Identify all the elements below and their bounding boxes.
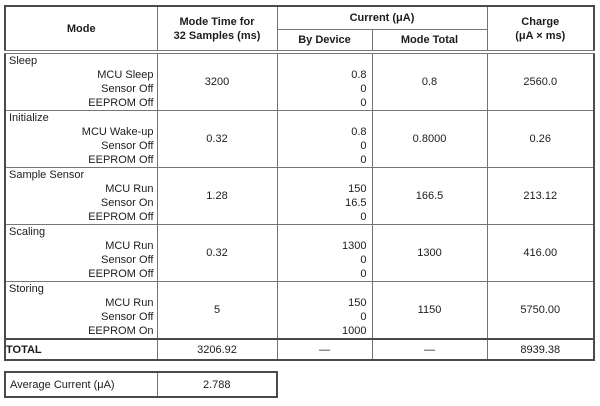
by-device-value: 0.8 xyxy=(351,126,367,138)
by-device-value: 0 xyxy=(360,211,367,223)
table-row-storing: Storing MCU Run Sensor Off EEPROM On 5 1… xyxy=(4,281,595,340)
charge-header-line2: (μA × ms) xyxy=(515,29,566,42)
by-device-value: 150 xyxy=(348,183,367,195)
mode-group-label: Initialize xyxy=(9,112,49,124)
mode-cell: Sleep MCU Sleep Sensor Off EEPROM Off xyxy=(4,51,158,111)
mode-time-header-line1: Mode Time for xyxy=(179,15,255,28)
by-device-value: 0 xyxy=(360,97,367,109)
by-device-cell: 0.8 0 0 xyxy=(276,110,373,168)
column-header-charge: Charge (μA × ms) xyxy=(486,5,595,54)
mode-group-label: Storing xyxy=(9,283,44,295)
header-row-2: By Device Mode Total xyxy=(5,28,594,54)
mode-total-value: 166.5 xyxy=(371,167,488,225)
total-charge: 8939.38 xyxy=(486,338,595,361)
by-device-value: 0 xyxy=(360,311,367,323)
device-state: Sensor Off xyxy=(101,140,154,152)
column-header-mode-time: Mode Time for 32 Samples (ms) xyxy=(156,5,278,54)
device-state: MCU Sleep xyxy=(97,69,154,81)
mode-group-label: Scaling xyxy=(9,226,46,238)
table-row-sample-sensor: Sample Sensor MCU Run Sensor On EEPROM O… xyxy=(4,167,595,225)
table-row-sleep: Sleep MCU Sleep Sensor Off EEPROM Off 32… xyxy=(4,51,595,111)
by-device-cell: 0.8 0 0 xyxy=(276,51,373,111)
mode-time-value: 0.32 xyxy=(156,110,278,168)
by-device-value: 0 xyxy=(360,254,367,266)
mode-cell: Scaling MCU Run Sensor Off EEPROM Off xyxy=(4,224,158,282)
column-header-current: Current (μA) xyxy=(276,5,488,30)
mode-time-value: 1.28 xyxy=(156,167,278,225)
device-state: MCU Run xyxy=(105,297,154,309)
mode-group-label: Sample Sensor xyxy=(9,169,85,181)
by-device-value: 0 xyxy=(360,268,367,280)
column-header-by-device: By Device xyxy=(276,28,373,54)
by-device-value: 0 xyxy=(360,154,367,166)
table-row-total: TOTAL 3206.92 — — 8939.38 xyxy=(4,338,595,361)
by-device-cell: 150 16.5 0 xyxy=(276,167,373,225)
by-device-value: 16.5 xyxy=(345,197,367,209)
mode-time-value: 0.32 xyxy=(156,224,278,282)
device-state: MCU Wake-up xyxy=(81,126,154,138)
total-mode-total: — xyxy=(371,338,488,361)
charge-value: 2560.0 xyxy=(486,51,595,111)
device-state: EEPROM On xyxy=(88,325,154,337)
mode-cell: Sample Sensor MCU Run Sensor On EEPROM O… xyxy=(4,167,158,225)
header-row-1: Mode Mode Time for 32 Samples (ms) Curre… xyxy=(4,5,595,54)
device-state: Sensor Off xyxy=(101,311,154,323)
total-label: TOTAL xyxy=(4,338,158,361)
power-budget-table: Mode Mode Time for 32 Samples (ms) Curre… xyxy=(4,5,595,361)
by-device-value: 0 xyxy=(360,140,367,152)
by-device-value: 0.8 xyxy=(351,69,367,81)
mode-group-label: Sleep xyxy=(9,55,38,67)
mode-time-header-line2: 32 Samples (ms) xyxy=(173,29,261,42)
mode-total-value: 0.8000 xyxy=(371,110,488,168)
mode-cell: Storing MCU Run Sensor Off EEPROM On xyxy=(4,281,158,340)
by-device-cell: 1300 0 0 xyxy=(276,224,373,282)
total-by-device: — xyxy=(276,338,373,361)
mode-total-value: 1300 xyxy=(371,224,488,282)
average-current-table: Average Current (μA) 2.788 xyxy=(4,371,278,398)
mode-total-value: 1150 xyxy=(371,281,488,340)
average-current-row: Average Current (μA) 2.788 xyxy=(4,371,278,398)
device-state: EEPROM Off xyxy=(88,154,154,166)
charge-header-line1: Charge xyxy=(521,15,560,28)
mode-time-value: 5 xyxy=(156,281,278,340)
by-device-cell: 150 0 1000 xyxy=(276,281,373,340)
charge-value: 5750.00 xyxy=(486,281,595,340)
by-device-value: 0 xyxy=(360,83,367,95)
by-device-value: 150 xyxy=(348,297,367,309)
charge-value: 0.26 xyxy=(486,110,595,168)
mode-cell: Initialize MCU Wake-up Sensor Off EEPROM… xyxy=(4,110,158,168)
table-row-scaling: Scaling MCU Run Sensor Off EEPROM Off 0.… xyxy=(4,224,595,282)
by-device-value: 1300 xyxy=(342,240,367,252)
column-header-mode: Mode xyxy=(4,5,158,54)
table-row-initialize: Initialize MCU Wake-up Sensor Off EEPROM… xyxy=(4,110,595,168)
device-state: Sensor On xyxy=(100,197,154,209)
device-state: EEPROM Off xyxy=(88,211,154,223)
device-state: Sensor Off xyxy=(101,254,154,266)
by-device-value: 1000 xyxy=(342,325,367,337)
charge-value: 416.00 xyxy=(486,224,595,282)
total-mode-time: 3206.92 xyxy=(156,338,278,361)
device-state: Sensor Off xyxy=(101,83,154,95)
device-state: MCU Run xyxy=(105,183,154,195)
device-state: EEPROM Off xyxy=(88,268,154,280)
mode-total-value: 0.8 xyxy=(371,51,488,111)
device-state: EEPROM Off xyxy=(88,97,154,109)
charge-value: 213.12 xyxy=(486,167,595,225)
column-header-mode-total: Mode Total xyxy=(371,28,488,54)
average-current-value: 2.788 xyxy=(156,371,278,398)
device-state: MCU Run xyxy=(105,240,154,252)
mode-time-value: 3200 xyxy=(156,51,278,111)
average-current-label: Average Current (μA) xyxy=(4,371,158,398)
